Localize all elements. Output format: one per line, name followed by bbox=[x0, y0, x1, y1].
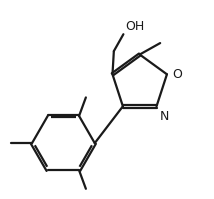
Text: N: N bbox=[159, 110, 169, 123]
Text: O: O bbox=[172, 68, 182, 81]
Text: OH: OH bbox=[126, 20, 145, 33]
